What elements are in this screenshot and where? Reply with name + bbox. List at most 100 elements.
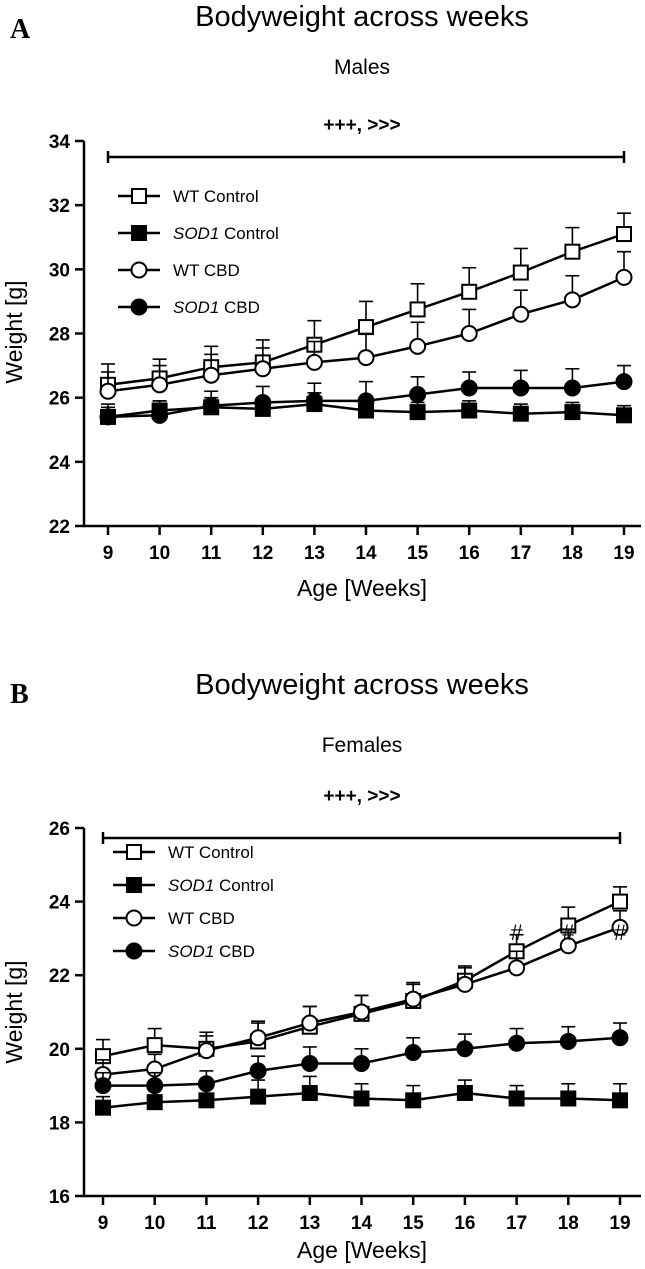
- data-point: [512, 305, 530, 323]
- series-b-4: [94, 1022, 629, 1095]
- data-point: [611, 918, 629, 936]
- data-point: [357, 392, 375, 410]
- data-point: [508, 1034, 526, 1052]
- data-point: [94, 1077, 112, 1095]
- panel-a: A Bodyweight across weeks Males +++, >>>…: [1, 1, 641, 601]
- legend-label: WT CBD: [173, 261, 240, 280]
- data-point: [512, 379, 530, 397]
- data-point: [559, 937, 577, 955]
- data-point: [559, 1032, 577, 1050]
- series-a-4: [99, 364, 633, 426]
- legend-marker: [130, 261, 148, 279]
- data-point: [456, 975, 474, 993]
- x-tick-label-b: 15: [403, 1213, 425, 1234]
- chart-title-b: Bodyweight across weeks: [195, 669, 529, 701]
- significance-hash: #: [562, 920, 575, 945]
- data-point: [611, 1029, 629, 1047]
- data-point: [353, 1090, 370, 1107]
- data-point: [409, 385, 427, 403]
- data-point: [564, 243, 581, 260]
- data-point: [404, 1043, 422, 1061]
- data-point: [151, 406, 169, 424]
- chart-subtitle-a: Males: [334, 56, 390, 79]
- legend-label: WT Control: [173, 187, 259, 206]
- panel-letter-b: B: [10, 679, 29, 710]
- legend-marker: [126, 877, 142, 893]
- x-tick-label-a: 17: [510, 543, 531, 564]
- chart-title-a: Bodyweight across weeks: [195, 1, 529, 33]
- data-point: [409, 337, 427, 355]
- y-tick-label-a: 34: [49, 132, 71, 153]
- x-tick-label-a: 15: [407, 543, 429, 564]
- legend-label: SOD1 CBD: [173, 298, 260, 317]
- data-point: [249, 1029, 267, 1047]
- data-point: [512, 405, 529, 422]
- y-tick-label-b: 20: [49, 1040, 70, 1061]
- y-axis-label-a: Weight [g]: [1, 280, 27, 383]
- data-point: [146, 1037, 163, 1054]
- data-point: [301, 1055, 319, 1073]
- significance-label-b: +++, >>>: [323, 786, 400, 807]
- series-b-2: [95, 1075, 628, 1116]
- legend-label: SOD1 CBD: [168, 942, 255, 961]
- data-point: [456, 1040, 474, 1058]
- data-point: [254, 393, 272, 411]
- data-point: [409, 301, 426, 318]
- y-tick-label-a: 32: [49, 196, 70, 217]
- data-point: [358, 319, 374, 336]
- y-tick-label-b: 16: [49, 1187, 70, 1208]
- data-point: [508, 1090, 525, 1107]
- data-point: [404, 990, 422, 1008]
- x-axis-label-a: Age [Weeks]: [297, 575, 427, 601]
- data-point: [95, 1099, 111, 1116]
- x-tick-label-b: 13: [299, 1213, 320, 1234]
- data-point: [560, 1090, 577, 1107]
- series-a-3: [99, 250, 633, 400]
- legend-marker: [125, 942, 143, 960]
- data-point: [254, 360, 272, 378]
- data-point: [461, 402, 478, 419]
- data-point: [460, 325, 478, 342]
- data-point: [616, 407, 632, 424]
- data-point: [301, 1084, 318, 1101]
- legend-label: SOD1 Control: [168, 876, 274, 895]
- significance-hash: #: [614, 920, 627, 945]
- x-tick-label-b: 17: [506, 1213, 527, 1234]
- data-point: [305, 392, 323, 410]
- legend-marker: [131, 225, 147, 241]
- panel-letter-a: A: [10, 14, 31, 45]
- y-tick-label-b: 26: [49, 819, 70, 840]
- data-point: [197, 1042, 215, 1060]
- y-tick-label-b: 24: [49, 893, 71, 914]
- data-point: [249, 1062, 267, 1080]
- x-tick-label-a: 18: [562, 543, 583, 564]
- x-tick-label-a: 11: [201, 543, 222, 564]
- y-tick-label-a: 30: [49, 260, 70, 281]
- y-tick-label-a: 22: [49, 517, 70, 538]
- data-point: [615, 268, 633, 286]
- x-tick-label-a: 16: [459, 543, 480, 564]
- data-point: [563, 291, 581, 309]
- x-tick-label-a: 19: [613, 543, 634, 564]
- significance-hash: #: [510, 920, 523, 945]
- x-tick-label-a: 13: [304, 543, 325, 564]
- legend-label: SOD1 Control: [173, 224, 279, 243]
- x-tick-label-b: 18: [558, 1213, 579, 1234]
- data-point: [563, 379, 581, 397]
- legend-marker: [125, 909, 143, 927]
- data-point: [615, 373, 633, 391]
- data-point: [616, 226, 632, 243]
- x-tick-label-b: 9: [98, 1213, 109, 1234]
- legend-label: WT CBD: [168, 909, 235, 928]
- data-point: [564, 404, 581, 421]
- legend-marker: [126, 844, 142, 860]
- data-point: [250, 1088, 267, 1105]
- data-point: [301, 1014, 319, 1032]
- data-point: [405, 1092, 422, 1109]
- y-tick-label-a: 28: [49, 325, 70, 346]
- significance-label-a: +++, >>>: [323, 115, 400, 136]
- x-tick-label-a: 12: [252, 543, 273, 564]
- panel-b: B Bodyweight across weeks Females +++, >…: [1, 669, 641, 1263]
- x-tick-label-a: 14: [355, 543, 377, 564]
